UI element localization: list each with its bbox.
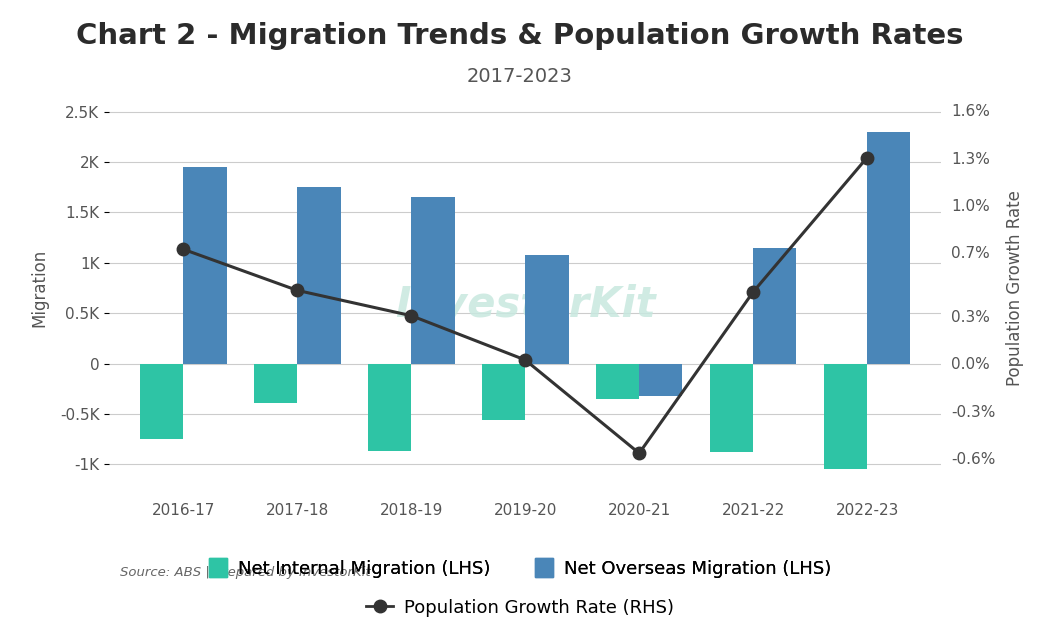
Text: InvestorKit: InvestorKit	[395, 283, 655, 325]
Bar	[368, 364, 411, 451]
Bar	[297, 187, 340, 364]
Legend: Population Growth Rate (RHS): Population Growth Rate (RHS)	[359, 591, 681, 625]
Y-axis label: Migration: Migration	[31, 249, 49, 327]
Bar	[411, 197, 454, 364]
Y-axis label: Population Growth Rate: Population Growth Rate	[1007, 190, 1024, 386]
Bar	[140, 364, 183, 439]
Bar	[525, 255, 569, 364]
Bar	[710, 364, 753, 452]
Text: Source: ABS | Prepared by InvestorKit: Source: ABS | Prepared by InvestorKit	[120, 566, 370, 579]
Bar	[482, 364, 525, 420]
Bar	[254, 364, 297, 403]
Bar	[183, 167, 227, 364]
Bar	[640, 364, 682, 396]
Text: Chart 2 - Migration Trends & Population Growth Rates: Chart 2 - Migration Trends & Population …	[76, 22, 964, 51]
Legend: Net Internal Migration (LHS), Net Overseas Migration (LHS): Net Internal Migration (LHS), Net Overse…	[202, 551, 838, 585]
Bar	[596, 364, 640, 399]
Bar	[753, 248, 797, 364]
Bar	[867, 132, 910, 364]
Bar	[824, 364, 867, 470]
Text: 2017-2023: 2017-2023	[467, 67, 573, 86]
